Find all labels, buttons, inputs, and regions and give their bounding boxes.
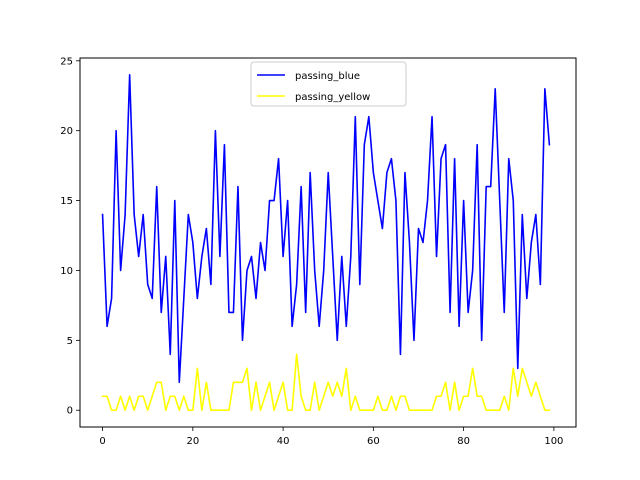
y-tick-label: 20	[60, 126, 73, 137]
y-tick-label: 0	[67, 406, 73, 417]
x-tick-label: 0	[99, 436, 105, 447]
series-line-passing-blue	[101, 73, 551, 384]
x-tick-label: 80	[457, 436, 470, 447]
y-tick-label: 15	[60, 196, 73, 207]
x-tick-label: 20	[186, 436, 199, 447]
y-tick-label: 5	[67, 336, 73, 347]
x-tick-label: 40	[277, 436, 290, 447]
y-tick-label: 10	[60, 266, 73, 277]
legend-label-passing-yellow: passing_yellow	[295, 92, 370, 103]
x-tick-label: 60	[367, 436, 380, 447]
legend-label-passing-blue: passing_blue	[295, 71, 360, 82]
series-layer	[101, 73, 551, 412]
legend-box	[250, 61, 407, 107]
y-axis: 0 5 10 15 20 25	[60, 56, 80, 417]
series-line-passing-yellow	[101, 353, 551, 412]
legend: passing_blue passing_yellow	[250, 61, 407, 107]
x-tick-label: 100	[544, 436, 563, 447]
plot-frame	[79, 57, 577, 428]
y-tick-label: 25	[60, 56, 73, 67]
x-axis: 0 20 40 60 80 100	[99, 427, 563, 447]
